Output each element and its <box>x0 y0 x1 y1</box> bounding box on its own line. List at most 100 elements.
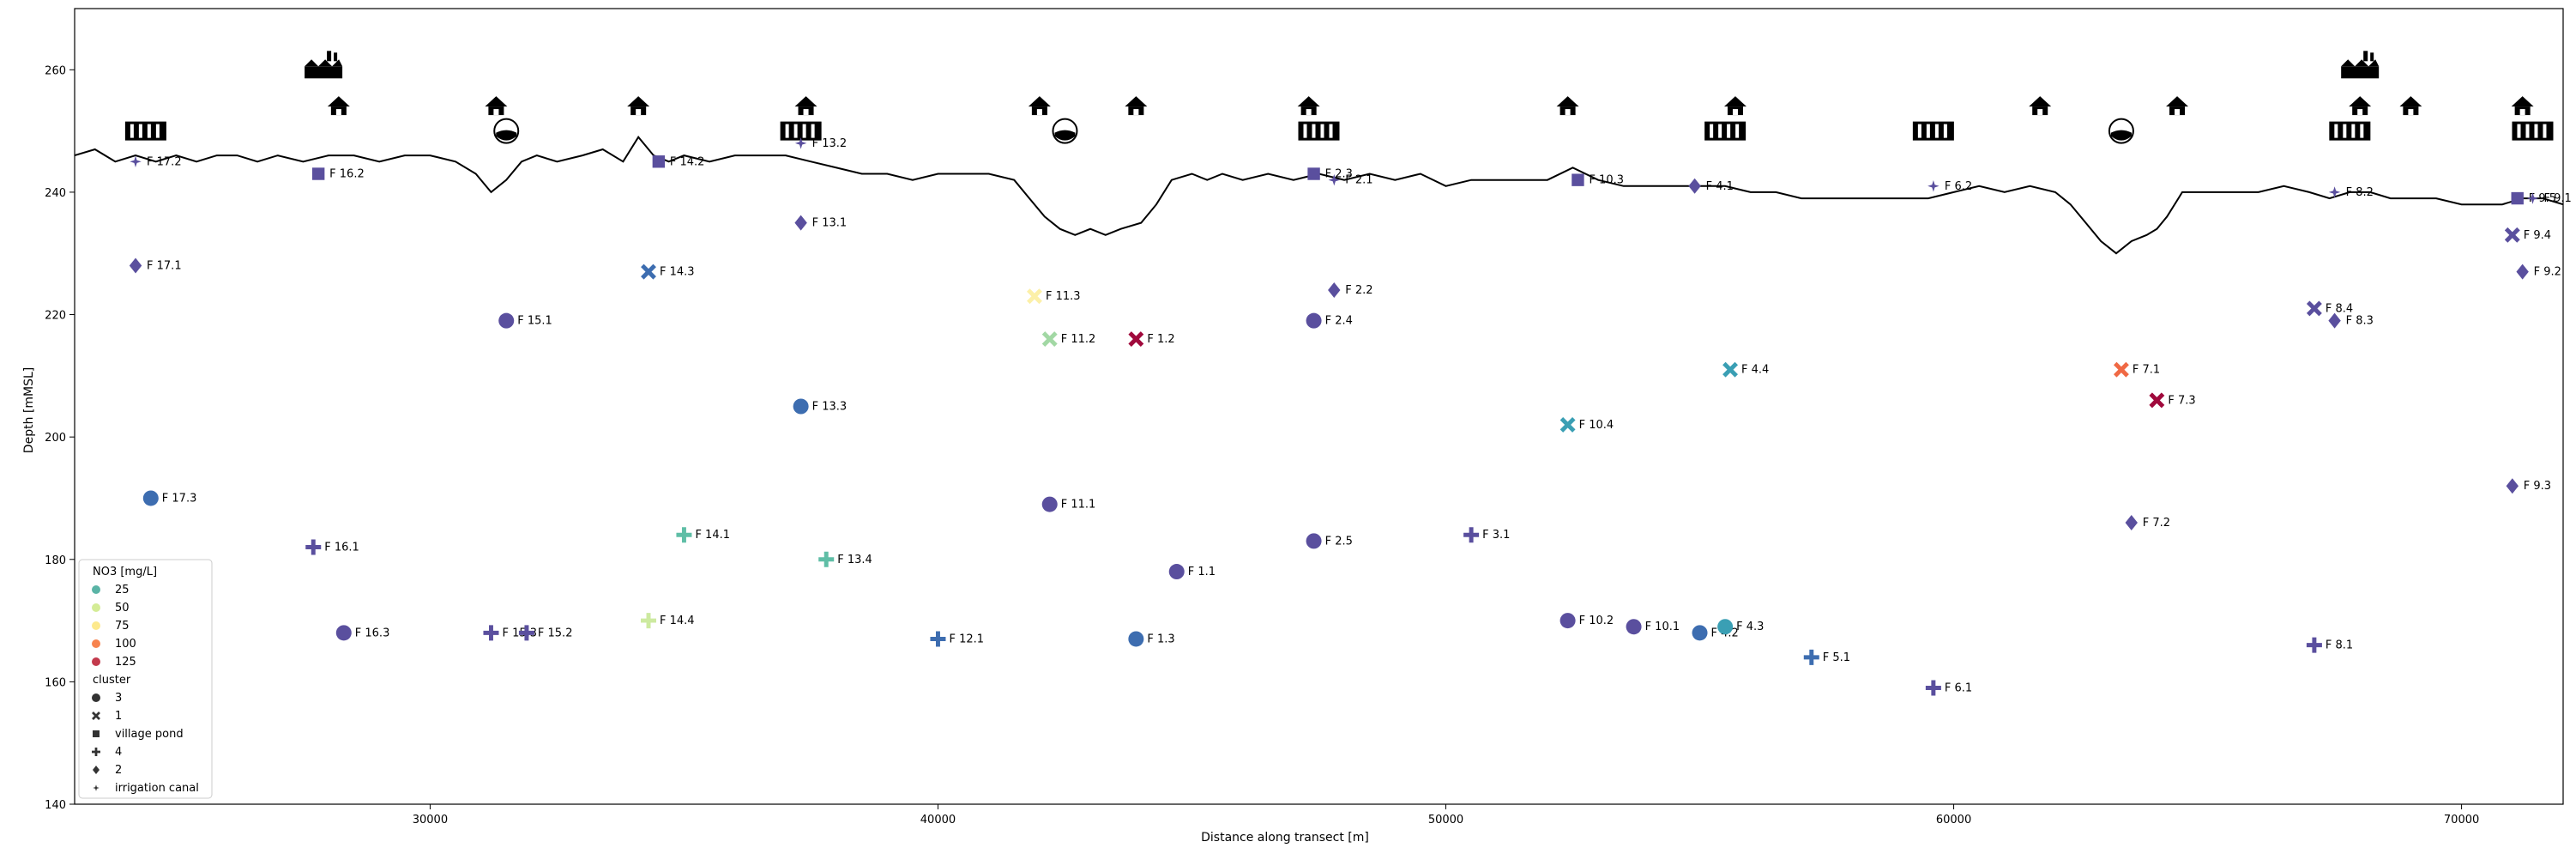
point-label: F 8.1 <box>2326 639 2353 652</box>
pond-icon <box>1704 121 1746 141</box>
x-tick-label: 40000 <box>920 814 956 827</box>
point-label: F 9.1 <box>2543 192 2571 205</box>
legend-label: 75 <box>115 620 130 633</box>
point-label: F 2.3 <box>1325 168 1353 181</box>
point-label: F 4.3 <box>1736 621 1764 633</box>
data-point <box>2504 227 2520 243</box>
house-icon <box>1028 96 1051 116</box>
house-icon <box>627 96 650 116</box>
data-point <box>2306 637 2322 653</box>
data-point <box>1722 361 1739 378</box>
x-tick-label: 30000 <box>413 814 448 827</box>
legend-label: village pond <box>115 728 184 741</box>
pond-icon <box>1912 121 1954 141</box>
point-label: F 9.5 <box>2529 192 2556 205</box>
point-label: F 8.3 <box>2346 315 2374 328</box>
terrain-line <box>74 135 2564 255</box>
point-label: F 12.1 <box>949 633 984 645</box>
data-point <box>2511 191 2524 205</box>
data-point <box>1803 649 1819 665</box>
point-label: F 9.2 <box>2534 266 2561 279</box>
point-label: F 16.3 <box>355 627 390 639</box>
pond-icon <box>2329 121 2371 141</box>
data-point <box>1307 167 1320 180</box>
point-label: F 4.4 <box>1741 364 1769 377</box>
data-point <box>2306 300 2322 317</box>
point-label: F 4.1 <box>1706 180 1734 193</box>
house-icon <box>327 96 350 116</box>
house-icon <box>2511 96 2534 116</box>
point-label: F 2.1 <box>1345 174 1372 187</box>
house-icon <box>1556 96 1579 116</box>
point-label: F 11.3 <box>1046 290 1081 303</box>
data-point <box>1128 631 1144 647</box>
factory-icon <box>305 51 343 79</box>
data-point <box>641 613 657 629</box>
legend-hue-entry: 25 <box>92 584 130 597</box>
data-point <box>1559 613 1576 629</box>
legend-label: 125 <box>115 656 136 669</box>
point-label: F 17.2 <box>147 155 182 168</box>
y-tick-label: 240 <box>45 187 66 200</box>
data-point <box>2149 392 2165 409</box>
house-icon <box>2166 96 2189 116</box>
pond-icon <box>780 121 822 141</box>
data-point <box>1027 288 1042 305</box>
data-point <box>794 137 807 149</box>
house-icon <box>1297 96 1320 116</box>
legend-label: 1 <box>115 710 122 723</box>
data-point <box>1328 282 1341 299</box>
data-point <box>483 625 499 641</box>
data-point <box>1306 312 1322 329</box>
point-label: F 10.3 <box>1589 174 1624 187</box>
point-label: F 15.1 <box>517 315 552 328</box>
y-tick-label: 200 <box>45 432 66 445</box>
legend-style-title: cluster <box>93 674 131 687</box>
data-point <box>930 631 946 647</box>
factory-icon <box>2341 51 2380 79</box>
data-point <box>1168 564 1185 580</box>
drop-icon <box>1052 118 1078 144</box>
data-point <box>2125 514 2138 530</box>
point-label: F 9.3 <box>2524 480 2551 493</box>
point-label: F 3.1 <box>1482 529 1510 542</box>
point-label: F 1.3 <box>1147 633 1174 645</box>
point-label: F 11.1 <box>1061 499 1096 512</box>
legend-style-entry: 1 <box>92 710 122 723</box>
point-label: F 15.2 <box>538 627 573 639</box>
house-icon <box>1125 96 1148 116</box>
y-tick-label: 220 <box>45 310 66 323</box>
legend-label: 100 <box>115 638 136 651</box>
point-label: F 13.2 <box>812 137 848 150</box>
legend-label: irrigation canal <box>115 782 199 795</box>
y-tick-label: 180 <box>45 554 66 567</box>
data-point <box>305 539 322 555</box>
point-label: F 14.2 <box>670 155 705 168</box>
pond-icon <box>2512 121 2554 141</box>
point-label: F 1.2 <box>1147 333 1174 346</box>
data-point <box>1559 416 1576 433</box>
point-label: F 7.2 <box>2143 517 2170 530</box>
pond-icon <box>1298 121 1340 141</box>
y-axis-label: Depth [mMSL] <box>22 367 36 453</box>
point-label: F 17.3 <box>162 492 197 505</box>
icon-layer <box>124 51 2554 144</box>
point-label: F 8.2 <box>2346 186 2374 199</box>
y-tick-label: 260 <box>45 64 66 77</box>
point-label: F 14.4 <box>660 615 695 627</box>
data-point <box>1128 331 1144 348</box>
legend-hue-entry: 100 <box>92 638 136 651</box>
point-label: F 6.1 <box>1945 682 1972 695</box>
legend-box <box>78 559 213 799</box>
data-points-layer: F 17.2 F 17.1 F 17.3 F 16.2 F 16.1 F 16.3 F 15… <box>129 137 2572 696</box>
data-point <box>1925 680 1941 696</box>
legend-hue-entry: 75 <box>92 620 130 633</box>
data-point <box>129 257 142 274</box>
data-point <box>130 155 142 167</box>
point-label: F 10.4 <box>1579 419 1614 432</box>
x-tick-label: 70000 <box>2444 814 2479 827</box>
legend-hue-title: NO3 [mg/L] <box>93 566 157 578</box>
data-point <box>1688 178 1701 194</box>
x-axis-label: Distance along transect [m] <box>1201 831 1369 845</box>
drop-icon <box>2108 118 2134 144</box>
